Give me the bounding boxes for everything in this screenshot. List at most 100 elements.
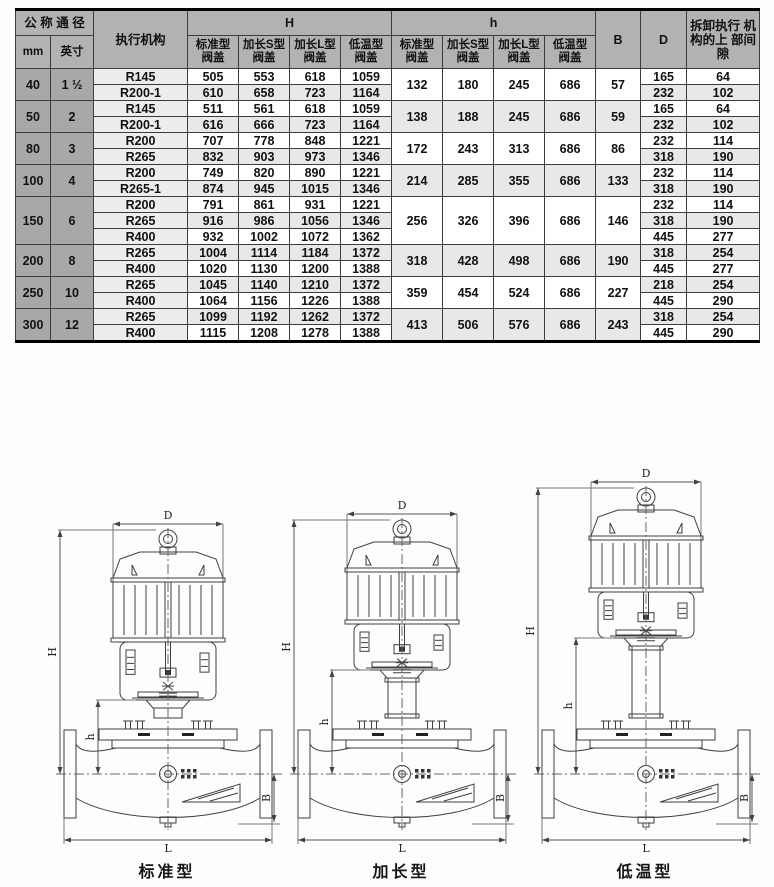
header-H-standard-bonnet: 标准型 阀盖 [187,35,240,69]
cell-D-value: 318 [640,308,688,325]
cell-H-value: 610 [187,84,240,101]
cell-H-value: 1059 [340,100,393,117]
cell-clearance-value: 290 [686,292,761,309]
cell-H-value: 1388 [340,260,393,277]
header-removal-clearance: 拆卸执行 机构的上 部间隙 [686,9,761,69]
cell-h-value: 454 [442,276,495,309]
cell-D-value: 445 [640,228,688,245]
cell-H-value: 932 [187,228,240,245]
cell-H-value: 1221 [340,132,393,149]
table-row: R400 1020 1130 1200 1388 445 277 [16,260,761,277]
cell-H-value: 1346 [340,148,393,165]
cell-H-value: 707 [187,132,240,149]
header-H-extended-s-bonnet: 加长S型 阀盖 [238,35,291,69]
cell-h-value: 686 [544,164,597,197]
cell-clearance-value: 190 [686,180,761,197]
svg-text:L: L [164,842,172,854]
cell-h-value: 172 [391,132,444,165]
cell-H-value: 890 [289,164,342,181]
cell-dn-inch: 4 [49,164,95,197]
cell-h-value: 428 [442,244,495,277]
cell-actuator: R145 [93,100,189,117]
header-h-extended-s-bonnet: 加长S型 阀盖 [442,35,495,69]
cell-D-value: 445 [640,292,688,309]
cell-h-value: 245 [493,68,546,101]
cell-H-value: 658 [238,84,291,101]
cell-H-value: 1388 [340,292,393,309]
cell-H-value: 723 [289,84,342,101]
cell-h-value: 686 [544,196,597,245]
cell-H-value: 820 [238,164,291,181]
cell-clearance-value: 190 [686,148,761,165]
cell-D-value: 318 [640,212,688,229]
cell-clearance-value: 102 [686,84,761,101]
cell-clearance-value: 114 [686,132,761,149]
cell-h-value: 686 [544,132,597,165]
cell-H-value: 1262 [289,308,342,325]
cell-D-value: 232 [640,84,688,101]
cell-clearance-value: 114 [686,196,761,213]
cell-actuator: R265-1 [93,180,189,197]
cell-h-value: 359 [391,276,444,309]
cell-dn-mm: 200 [15,244,51,277]
header-H-lowtemp-bonnet: 低温型 阀盖 [340,35,393,69]
cell-h-value: 214 [391,164,444,197]
svg-text:D: D [398,499,407,512]
cell-H-value: 986 [238,212,291,229]
cell-D-value: 232 [640,164,688,181]
svg-text:h: h [318,718,331,725]
table-row: 150 6 R200 791 861 931 1221 256 326 396 686 146 232 1… [15,196,761,245]
cell-h-value: 256 [391,196,444,245]
cell-H-value: 1064 [187,292,240,309]
cell-H-value: 1140 [238,276,291,293]
cell-actuator: R400 [93,260,189,277]
cell-H-value: 1184 [289,244,342,261]
cell-clearance-value: 254 [686,308,761,325]
caption-lowtemp-type: 低温型 [616,864,674,881]
header-h-lowtemp-bonnet: 低温型 阀盖 [544,35,597,69]
cell-h-value: 138 [391,100,444,133]
svg-text:B: B [494,794,507,802]
cell-H-value: 1221 [340,164,393,181]
header-h: h [391,9,597,36]
cell-H-value: 1056 [289,212,342,229]
cell-D-value: 445 [640,324,688,342]
extended-type-drawing: D Hh B L [282,498,520,854]
cell-H-value: 553 [238,68,291,85]
cell-D-value: 318 [640,148,688,165]
cell-h-value: 686 [544,308,597,342]
cell-H-value: 1362 [340,228,393,245]
valve-dimensions-table: 公 称 通 径 执行机构 H h B D 拆卸执行 机构的上 部间隙 mm 英寸… [14,8,761,343]
cell-B-value: 243 [595,308,642,342]
cell-h-value: 686 [544,244,597,277]
cell-h-value: 326 [442,196,495,245]
cell-dn-mm: 50 [15,100,51,133]
cell-D-value: 218 [640,276,688,293]
cell-H-value: 1226 [289,292,342,309]
svg-text:L: L [642,842,650,854]
cell-H-value: 1200 [289,260,342,277]
cell-H-value: 916 [187,212,240,229]
cell-B-value: 146 [595,196,642,245]
cell-h-value: 396 [493,196,546,245]
table-row: R400 1064 1156 1226 1388 445 290 [16,292,761,309]
cell-H-value: 1002 [238,228,291,245]
header-D: D [640,9,688,69]
cell-clearance-value: 190 [686,212,761,229]
table-row: 200 8 R265 1004 1114 1184 1372 318 428 498 686 190 3… [15,244,761,277]
cell-h-value: 355 [493,164,546,197]
table-row: 100 4 R200 749 820 890 1221 214 285 355 686 133 232 1… [15,164,761,197]
cell-dn-inch: 2 [49,100,95,133]
cell-actuator: R200 [93,164,189,181]
cell-actuator: R200 [93,132,189,149]
table-row: R400 932 1002 1072 1362 445 277 [16,228,761,245]
caption-extended-type: 加长型 [372,864,430,881]
cell-h-value: 686 [544,100,597,133]
cell-dn-mm: 100 [15,164,51,197]
header-B: B [595,9,642,69]
cell-dn-inch: 3 [49,132,95,165]
svg-text:H: H [282,642,293,652]
cell-D-value: 165 [640,68,688,85]
svg-text:h: h [84,733,97,740]
cell-H-value: 874 [187,180,240,197]
